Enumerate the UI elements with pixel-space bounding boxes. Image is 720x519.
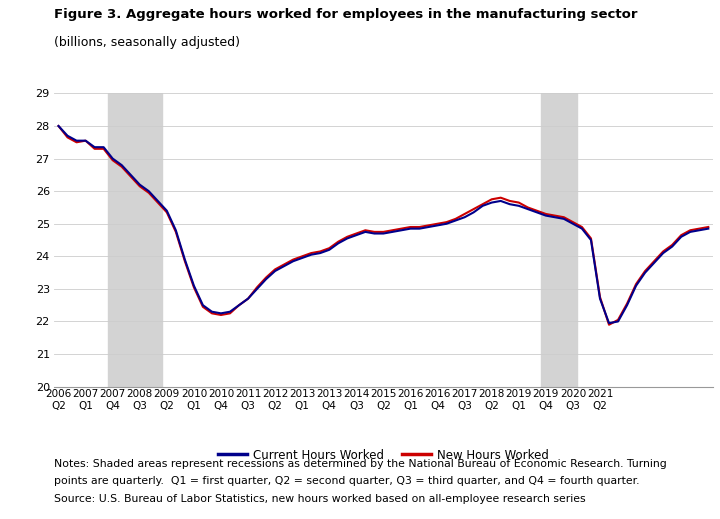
Text: Figure 3. Aggregate hours worked for employees in the manufacturing sector: Figure 3. Aggregate hours worked for emp…: [54, 8, 637, 21]
Text: (billions, seasonally adjusted): (billions, seasonally adjusted): [54, 36, 240, 49]
Bar: [108, 93, 162, 387]
Text: Notes: Shaded areas represent recessions as determined by the National Bureau of: Notes: Shaded areas represent recessions…: [54, 459, 667, 469]
Legend: Current Hours Worked, New Hours Worked: Current Hours Worked, New Hours Worked: [213, 444, 554, 466]
Text: Source: U.S. Bureau of Labor Statistics, new hours worked based on all-employee : Source: U.S. Bureau of Labor Statistics,…: [54, 494, 585, 503]
Bar: [541, 93, 577, 387]
Text: points are quarterly.  Q1 = first quarter, Q2 = second quarter, Q3 = third quart: points are quarterly. Q1 = first quarter…: [54, 476, 639, 486]
